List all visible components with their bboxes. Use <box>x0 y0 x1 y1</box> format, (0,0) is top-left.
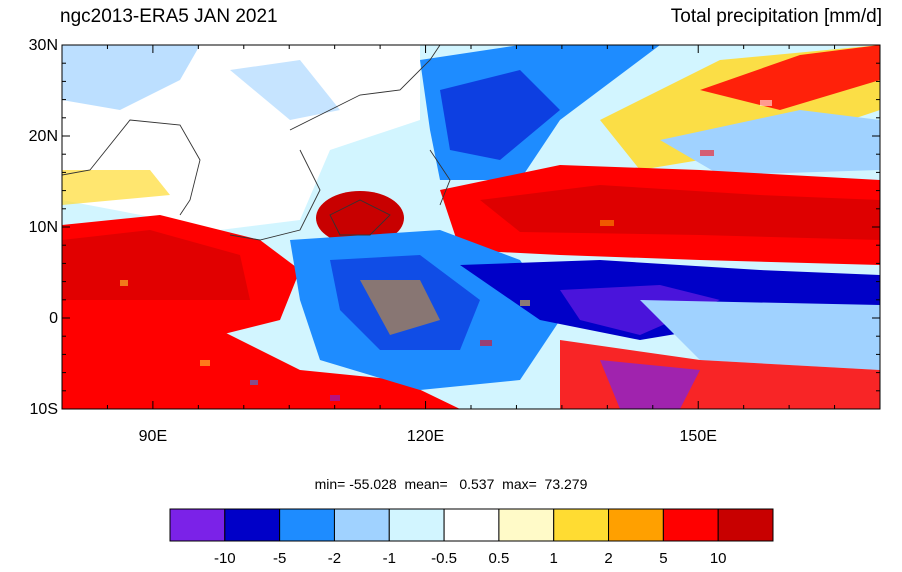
map-axes: 30N 20N 10N 0 10S 90E 120E 150E <box>29 37 881 445</box>
lat-tick-label: 20N <box>29 128 58 145</box>
lon-tick-label: 120E <box>407 428 444 445</box>
colorbar-swatch <box>443 508 500 542</box>
variable-title: Total precipitation [mm/d] <box>670 6 882 27</box>
colorbar-label: 5 <box>659 550 667 567</box>
colorbar-swatch <box>169 508 226 542</box>
colorbar-label: 0.5 <box>488 550 509 567</box>
map-title: ngc2013-ERA5 JAN 2021 <box>60 6 278 27</box>
colorbar-swatch <box>388 508 445 542</box>
lat-tick-label: 0 <box>49 310 58 327</box>
colorbar-label: 2 <box>604 550 612 567</box>
colorbar-label: -2 <box>328 550 341 567</box>
colorbar-swatch <box>224 508 281 542</box>
lat-tick-label: 10N <box>29 219 58 236</box>
lat-tick-label: 10S <box>30 401 58 418</box>
lon-tick-label: 90E <box>139 428 167 445</box>
lat-tick-label: 30N <box>29 37 58 54</box>
coastlines <box>62 45 451 241</box>
colorbar-swatch <box>553 508 610 542</box>
colorbar-label: -1 <box>383 550 396 567</box>
colorbar-label: 1 <box>550 550 558 567</box>
colorbar: -10 -5 -2 -1 -0.5 0.5 1 2 5 10 <box>169 508 774 567</box>
colorbar-swatch <box>717 508 774 542</box>
colorbar-label: -10 <box>214 550 236 567</box>
precipitation-field <box>62 45 880 409</box>
colorbar-label: -5 <box>273 550 286 567</box>
field-statistics: min= -55.028 mean= 0.537 max= 73.279 <box>314 476 588 492</box>
colorbar-swatch <box>608 508 664 542</box>
colorbar-label: 10 <box>710 550 727 567</box>
colorbar-swatch <box>498 508 555 542</box>
colorbar-swatch <box>662 508 719 542</box>
colorbar-swatch <box>279 508 335 542</box>
colorbar-label: -0.5 <box>431 550 457 567</box>
colorbar-swatch <box>333 508 390 542</box>
lon-tick-label: 150E <box>680 428 717 445</box>
